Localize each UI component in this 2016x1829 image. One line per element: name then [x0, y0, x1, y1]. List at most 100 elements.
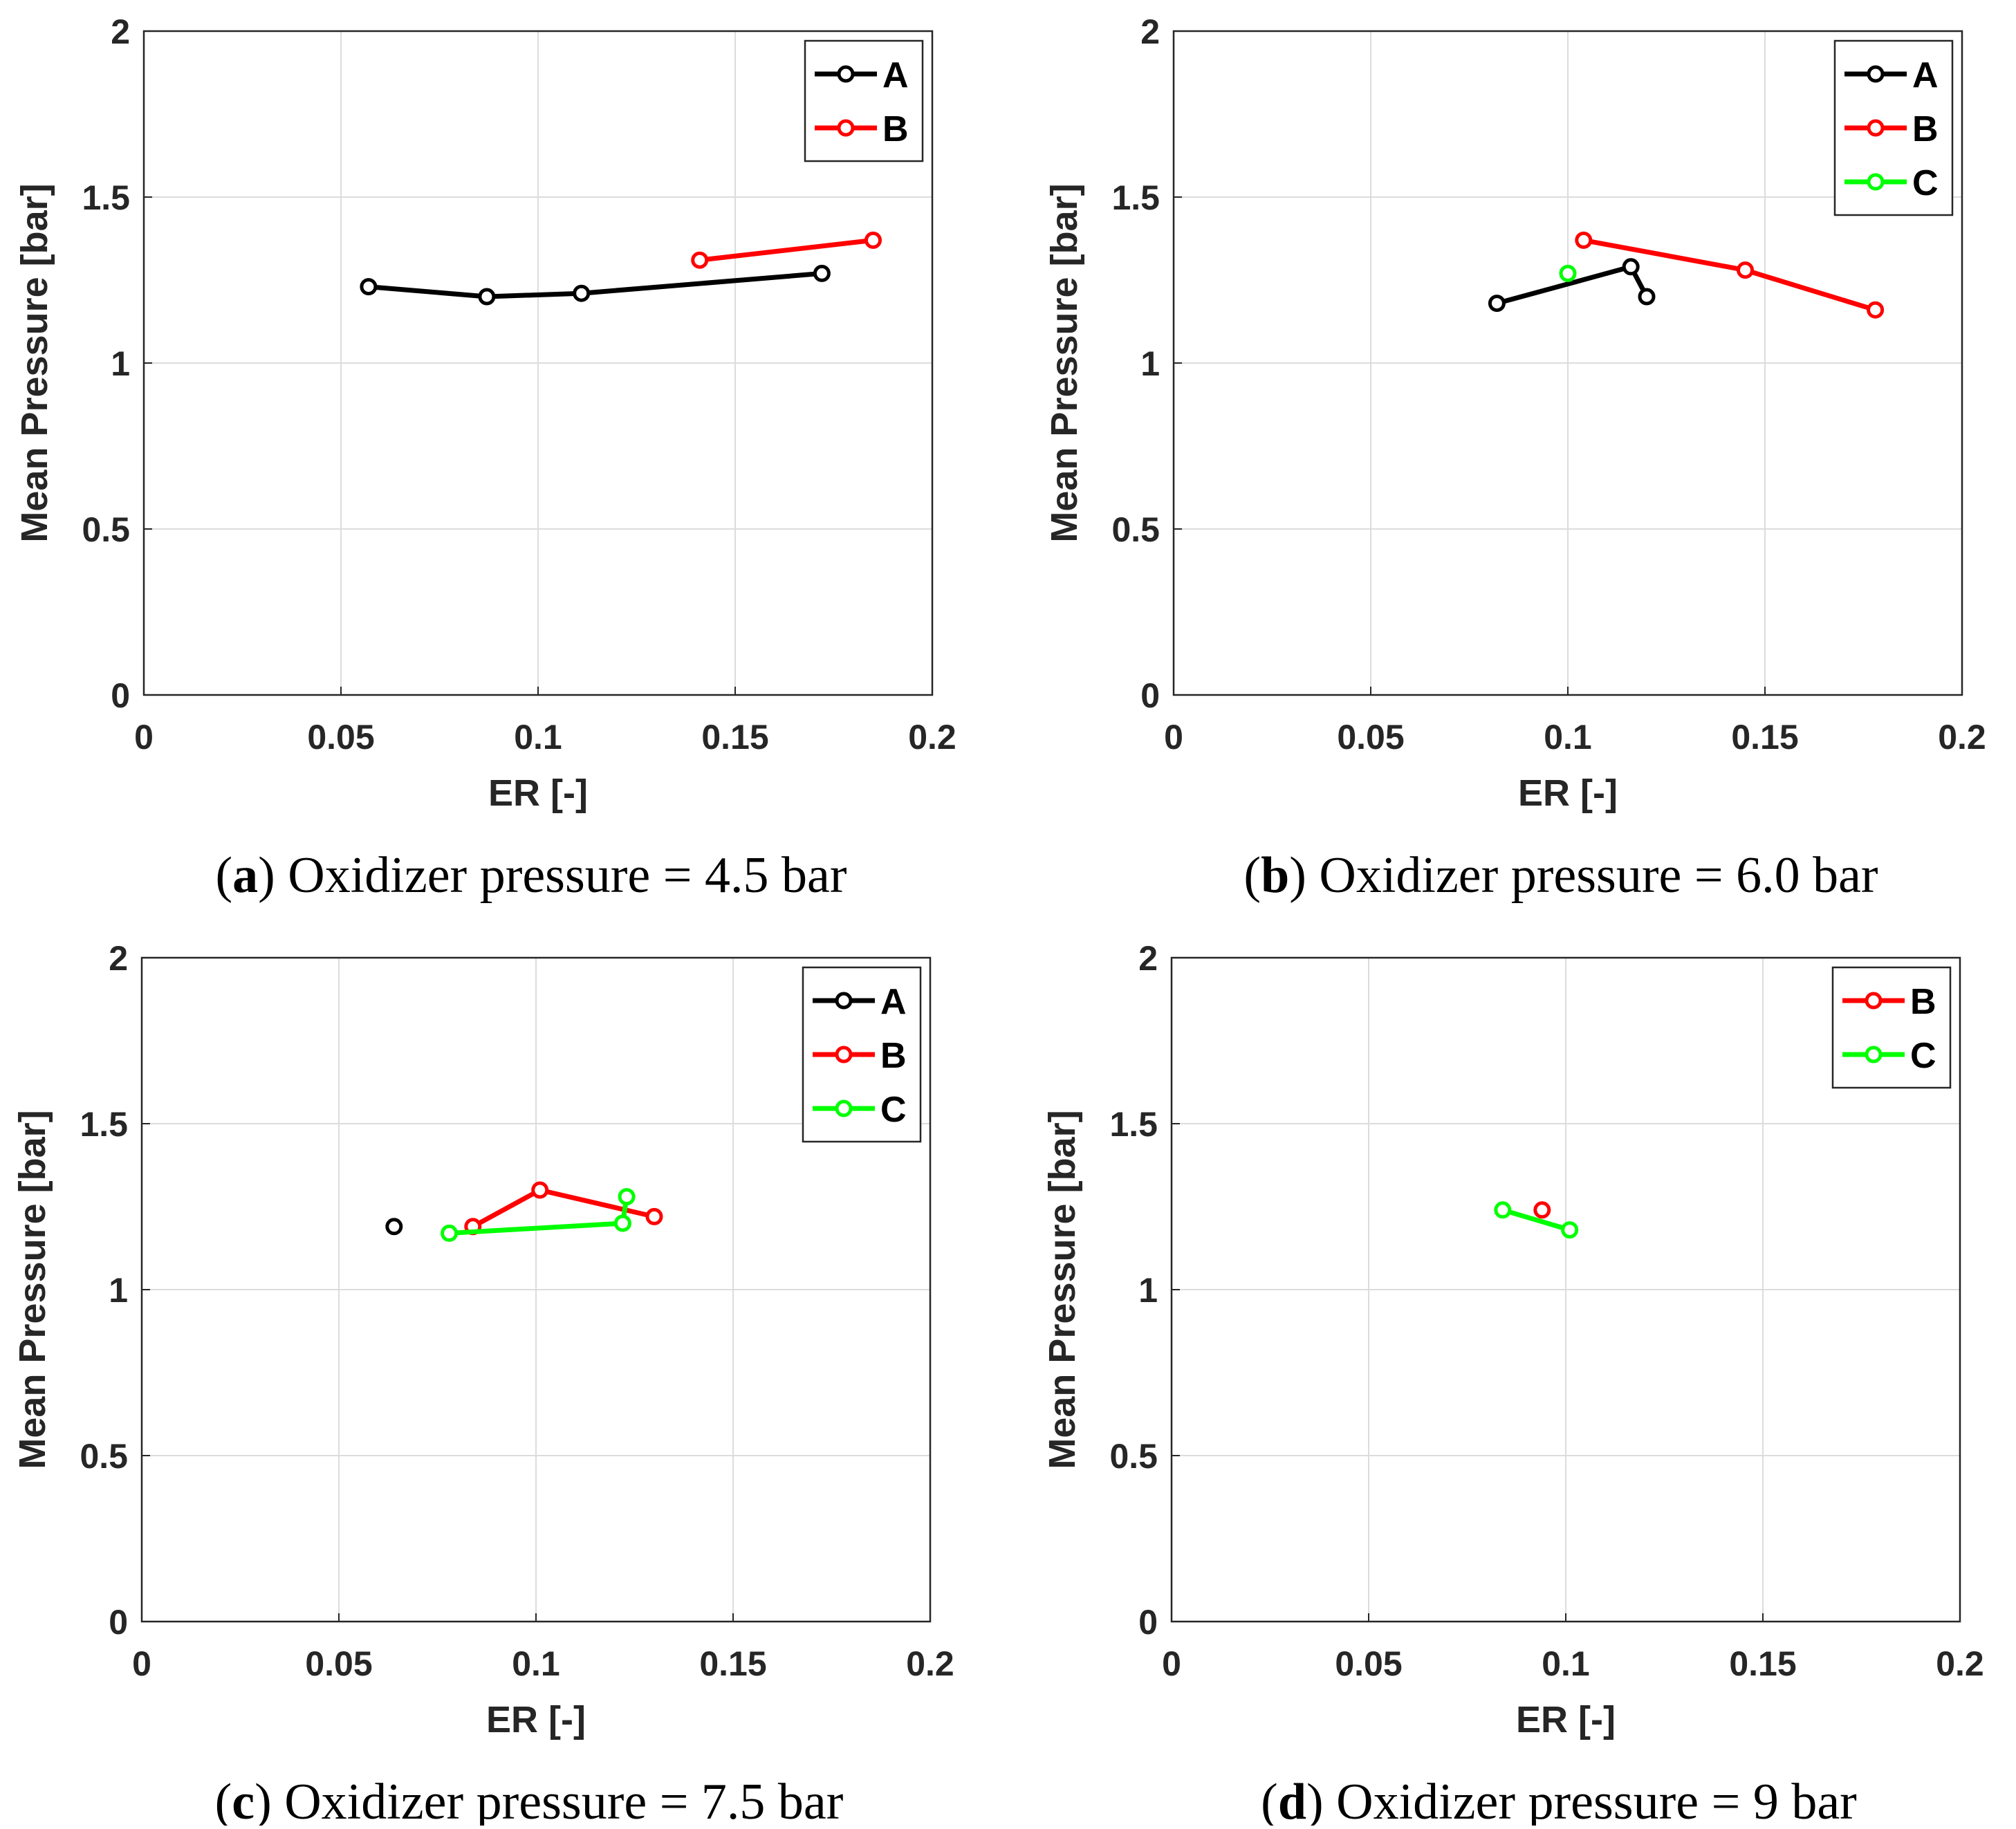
data-point	[1559, 264, 1577, 282]
legend-entry: B	[882, 109, 909, 149]
panel-a: 0 0.05 0.1 0.15 0.2 0 0.5 1 1.5 2 ER [-] Mean Press…	[14, 12, 956, 904]
caption-paren: (	[1243, 847, 1261, 904]
x-tick-label: 0.2	[1936, 1644, 1984, 1683]
panel-caption: (d) Oxidizer pressure = 9 bar	[1261, 1774, 1857, 1826]
x-tick-label: 0.15	[1729, 1644, 1796, 1683]
x-axis-label: ER [-]	[488, 772, 588, 814]
legend-marker	[1865, 992, 1883, 1010]
caption-letter: c	[232, 1774, 255, 1826]
data-point	[691, 251, 709, 269]
y-tick-label: 1.5	[80, 1105, 128, 1144]
data-point	[813, 264, 831, 282]
legend-entry: B	[880, 1036, 907, 1076]
data-point	[1867, 301, 1885, 319]
legend: ABC	[1833, 39, 1954, 216]
legend-box	[1831, 966, 1952, 1089]
series-B	[1533, 1201, 1551, 1219]
x-tick-label: 0.1	[1544, 718, 1592, 756]
legend-marker	[1867, 173, 1885, 191]
series-C	[1494, 1201, 1579, 1239]
data-point	[1638, 288, 1656, 306]
caption-letter: b	[1261, 847, 1289, 904]
legend-marker	[1867, 65, 1885, 83]
legend-entry: B	[1910, 982, 1936, 1022]
x-tick-label: 0.15	[701, 718, 768, 756]
legend-marker	[1865, 1046, 1883, 1064]
series-line	[368, 270, 822, 299]
legend: AB	[804, 39, 924, 163]
caption-paren: (	[216, 847, 233, 904]
legend-entry: C	[1912, 163, 1939, 203]
data-point	[1622, 258, 1640, 276]
data-point	[1488, 295, 1506, 313]
y-tick-label: 0.5	[80, 1437, 128, 1476]
x-tick-label: 0.2	[1938, 718, 1986, 756]
legend-box	[804, 39, 924, 163]
y-tick-label: 2	[1138, 939, 1158, 978]
data-point	[385, 1218, 403, 1236]
caption-text: ) Oxidizer pressure = 9 bar	[1306, 1774, 1857, 1826]
data-point	[360, 278, 378, 296]
x-tick-label: 0.2	[908, 718, 956, 756]
y-tick-label: 0.5	[82, 510, 130, 549]
series-B	[464, 1181, 663, 1236]
x-axis-label: ER [-]	[1516, 1699, 1616, 1740]
legend: ABC	[802, 966, 922, 1143]
legend-marker	[835, 1046, 853, 1064]
series-B	[691, 231, 882, 269]
series-A	[385, 1218, 403, 1236]
legend-marker	[835, 992, 853, 1010]
data-point	[531, 1181, 549, 1199]
series-A	[1488, 258, 1656, 313]
y-axis-label: Mean Pressure [bar]	[12, 1110, 53, 1469]
y-tick-label: 1	[109, 1271, 128, 1310]
panel-b: 0 0.05 0.1 0.15 0.2 0 0.5 1 1.5 2 ER [-] Mean Press…	[1044, 12, 1986, 904]
x-tick-label: 0.2	[906, 1644, 954, 1683]
x-tick-label: 0.05	[305, 1644, 372, 1683]
data-point	[618, 1188, 636, 1206]
panel-caption: (c) Oxidizer pressure = 7.5 bar	[215, 1774, 844, 1826]
series-B	[1575, 231, 1885, 319]
y-axis-label: Mean Pressure [bar]	[14, 183, 55, 542]
x-tick-label: 0	[1162, 1644, 1181, 1683]
y-tick-label: 0	[109, 1603, 128, 1642]
caption-text: ) Oxidizer pressure = 4.5 bar	[258, 847, 847, 904]
series-line	[699, 237, 873, 263]
series-line	[1501, 1207, 1571, 1232]
caption-paren: (	[1261, 1774, 1278, 1826]
y-axis-label: Mean Pressure [bar]	[1044, 183, 1085, 542]
x-tick-label: 0.1	[512, 1644, 560, 1683]
y-tick-label: 1.5	[1111, 178, 1160, 217]
axes-frame	[140, 956, 932, 1623]
data-point	[1575, 231, 1593, 249]
data-point	[613, 1214, 631, 1232]
y-tick-label: 0	[1138, 1603, 1158, 1642]
y-tick-label: 1.5	[1109, 1105, 1158, 1144]
y-tick-label: 0.5	[1109, 1437, 1158, 1476]
caption-paren: (	[215, 1774, 232, 1826]
caption-letter: a	[232, 847, 258, 904]
x-tick-label: 0	[134, 718, 154, 756]
x-axis-label: ER [-]	[486, 1699, 586, 1740]
y-tick-label: 2	[109, 939, 128, 978]
y-tick-label: 2	[1140, 12, 1160, 51]
legend-marker	[837, 65, 855, 83]
caption-text: ) Oxidizer pressure = 7.5 bar	[255, 1774, 843, 1826]
legend-marker	[837, 119, 855, 137]
panel-d: 0 0.05 0.1 0.15 0.2 0 0.5 1 1.5 2 ER [-] Mean Press…	[1042, 939, 1984, 1829]
x-axis-label: ER [-]	[1518, 772, 1618, 814]
legend-entry: A	[880, 982, 907, 1022]
data-point	[478, 288, 496, 306]
caption-letter: d	[1278, 1774, 1306, 1826]
axes-frame	[1172, 30, 1963, 696]
legend-entry: C	[880, 1090, 907, 1130]
data-point	[645, 1207, 663, 1225]
x-tick-label: 0	[1164, 718, 1183, 756]
data-point	[1494, 1201, 1512, 1219]
axes-frame	[142, 30, 934, 696]
legend-marker	[835, 1099, 853, 1117]
y-tick-label: 0	[1140, 676, 1160, 715]
legend: BC	[1831, 966, 1952, 1089]
panel-caption: (a) Oxidizer pressure = 4.5 bar	[216, 847, 847, 904]
